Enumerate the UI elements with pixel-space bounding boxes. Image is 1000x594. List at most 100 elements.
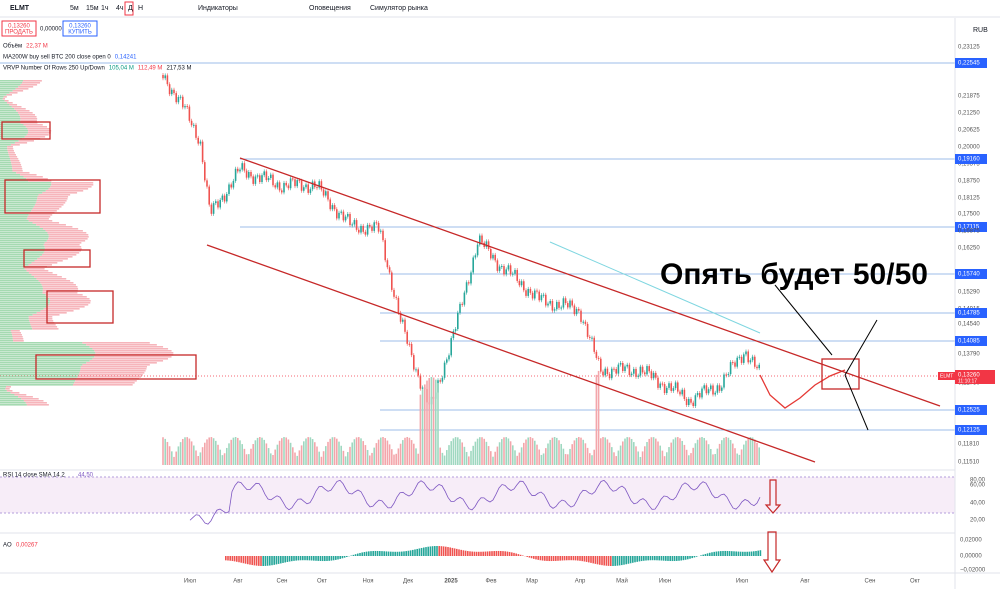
volume-bar — [204, 443, 206, 465]
interval-button[interactable]: Н — [138, 5, 143, 12]
volume-bar — [721, 440, 723, 465]
interval-button[interactable]: 15м — [86, 5, 99, 12]
ao-bar — [346, 556, 348, 557]
volume-bar — [569, 449, 571, 465]
candle — [369, 225, 371, 227]
ao-axis-label: −0,02000 — [960, 568, 986, 574]
profile-bar — [18, 112, 33, 114]
volume-bar — [235, 437, 237, 465]
candle — [655, 373, 657, 378]
price-label: 0,22545 — [958, 61, 980, 67]
rsi-value: 44,50 — [78, 473, 94, 479]
profile-bar — [0, 162, 11, 164]
ao-bar — [284, 556, 286, 562]
profile-bar — [42, 192, 77, 194]
interval-button[interactable]: 1ч — [101, 5, 109, 12]
price-label: 0,11810 — [958, 442, 980, 448]
ao-bar — [478, 552, 480, 556]
candle — [752, 357, 754, 360]
price-label: 0,20625 — [958, 128, 980, 134]
profile-bar — [79, 374, 143, 376]
interval-button[interactable]: Д — [128, 5, 133, 12]
profile-bar — [9, 156, 17, 158]
candle — [233, 181, 235, 188]
volume-bar — [191, 441, 193, 465]
profile-bar — [0, 396, 18, 398]
profile-bar — [40, 226, 73, 228]
ao-bar — [427, 547, 429, 556]
volume-bar — [699, 438, 701, 465]
volume-bar — [631, 439, 633, 465]
buy-label: КУПИТЬ — [68, 30, 92, 36]
candle — [362, 226, 364, 232]
volume-bar — [607, 439, 609, 465]
profile-bar — [0, 238, 48, 240]
ao-bar — [757, 551, 759, 556]
alerts-button[interactable]: Оповещения — [309, 5, 351, 12]
volume-bar — [448, 445, 450, 465]
volume-bar — [653, 437, 655, 465]
volume-bar — [629, 437, 631, 465]
volume-bar — [582, 440, 584, 465]
candle — [494, 255, 496, 260]
profile-bar — [13, 90, 23, 92]
candle — [717, 385, 719, 392]
profile-bar — [0, 92, 10, 94]
volume-bar — [637, 451, 639, 465]
volume-bar — [226, 448, 228, 465]
price-label: 0,18125 — [958, 196, 980, 202]
volume-bar — [739, 455, 741, 465]
profile-bar — [43, 228, 78, 230]
volume-bar — [195, 451, 197, 465]
candle — [446, 359, 448, 362]
volume-bar — [325, 446, 327, 465]
currency[interactable]: RUB — [973, 27, 988, 34]
candle — [378, 223, 380, 232]
candle — [215, 201, 217, 203]
volume-bar — [193, 446, 195, 465]
volume-bar — [237, 438, 239, 465]
profile-bar — [33, 208, 60, 210]
candle — [439, 380, 441, 381]
ao-bar — [562, 556, 564, 561]
volume-bar — [514, 450, 516, 465]
candle — [336, 209, 338, 218]
symbol[interactable]: ELMT — [10, 5, 30, 12]
interval-button[interactable]: 5м — [70, 5, 79, 12]
profile-bar — [11, 160, 20, 162]
volume-bar — [723, 438, 725, 465]
ao-bar — [432, 546, 434, 556]
rsi-band — [0, 477, 955, 513]
volume-bar — [277, 445, 279, 465]
ao-value: 0,00267 — [16, 543, 38, 549]
volume-bar — [336, 439, 338, 465]
profile-bar — [13, 340, 24, 342]
profile-bar — [28, 216, 51, 218]
volume-bar — [402, 440, 404, 465]
candle — [679, 392, 681, 395]
volume-bar — [406, 437, 408, 465]
profile-bar — [44, 244, 80, 246]
interval-button[interactable]: 4ч — [116, 5, 124, 12]
profile-bar — [0, 350, 94, 352]
volume-bar — [662, 451, 664, 465]
ao-bar — [590, 556, 592, 563]
volume-bar — [246, 454, 248, 465]
volume-bar — [305, 438, 307, 465]
volume-bar — [261, 438, 263, 465]
candle — [195, 125, 197, 138]
replay-button[interactable]: Симулятор рынка — [370, 5, 428, 12]
candle — [281, 190, 283, 192]
ao-bar — [337, 556, 339, 559]
profile-bar — [82, 342, 149, 344]
ao-bar — [542, 556, 544, 561]
ao-bar — [423, 548, 425, 556]
volume-bar — [365, 445, 367, 465]
indicators-button[interactable]: Индикаторы — [198, 5, 238, 12]
ao-bar — [665, 556, 667, 561]
candle — [167, 75, 169, 84]
candle — [204, 162, 206, 180]
profile-bar — [27, 128, 49, 130]
price-label: 0,15740 — [958, 272, 980, 278]
ao-bar — [619, 556, 621, 565]
